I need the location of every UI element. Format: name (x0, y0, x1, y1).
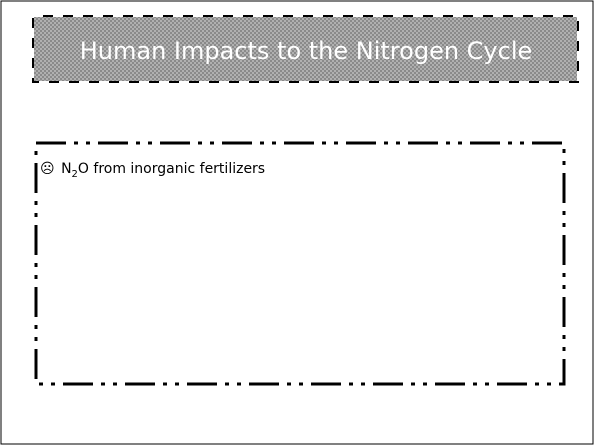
bullet-icon: ☹ (40, 161, 55, 177)
content-box (34, 141, 566, 386)
slide-title: Human Impacts to the Nitrogen Cycle (80, 37, 533, 65)
bullet-text: O from inorganic fertilizers (78, 161, 265, 177)
title-dash (32, 15, 579, 83)
bullet: ☹ N2O from inorganic fertilizers (40, 161, 265, 180)
title-background (32, 15, 579, 83)
title-box: Human Impacts to the Nitrogen Cycle (32, 15, 579, 83)
subscript: 2 (72, 169, 78, 180)
formula: N (61, 161, 71, 177)
